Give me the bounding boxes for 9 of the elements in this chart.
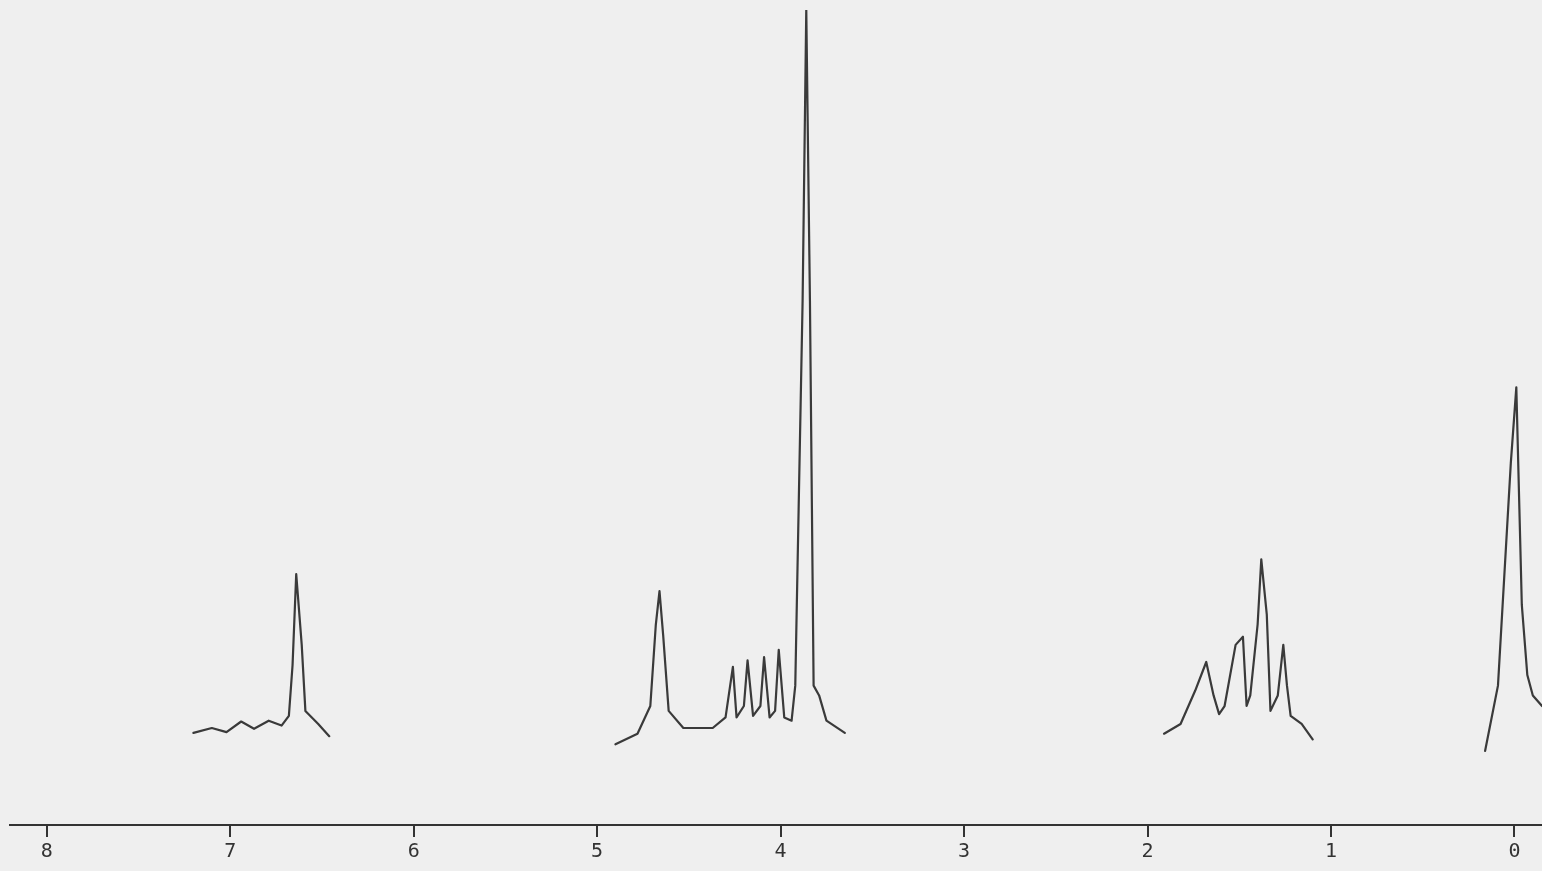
x-tick-label: 0	[1508, 838, 1521, 863]
x-tick-label: 4	[774, 838, 787, 863]
x-tick-label: 8	[40, 838, 53, 863]
x-tick-label: 5	[591, 838, 604, 863]
x-tick-label: 7	[224, 838, 237, 863]
x-tick-label: 2	[1141, 838, 1154, 863]
x-tick-label: 1	[1324, 838, 1338, 863]
x-tick-label: 3	[958, 838, 971, 863]
x-tick-label: 6	[407, 838, 420, 863]
